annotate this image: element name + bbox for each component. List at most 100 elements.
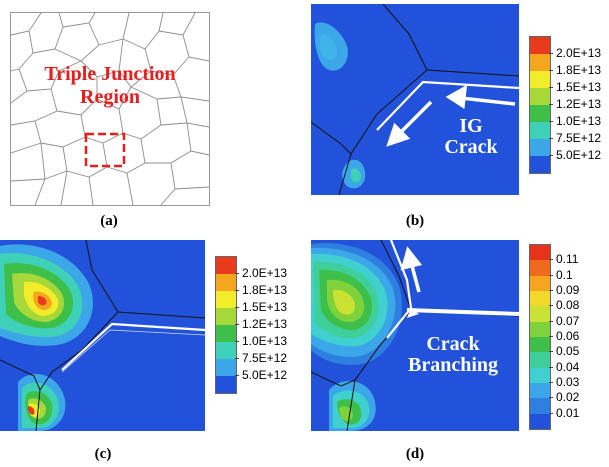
colorbar-tick bbox=[549, 320, 553, 322]
colorbar-label: 2.0E+13 bbox=[242, 266, 288, 280]
colorbar-tick bbox=[549, 259, 553, 261]
colorbar-swatch bbox=[216, 274, 236, 291]
colorbar-label: 1.0E+13 bbox=[242, 334, 288, 348]
colorbar-swatch bbox=[530, 290, 550, 307]
colorbar-swatch bbox=[216, 325, 236, 342]
panel-b-field bbox=[311, 4, 519, 195]
colorbar-label: 0.04 bbox=[556, 359, 580, 374]
colorbar-b: 2.0E+13 1.8E+13 1.5E+13 1.2E+13 1.0E+13 7.5E+… bbox=[529, 36, 609, 176]
colorbar-tick bbox=[549, 53, 553, 54]
colorbar-tick bbox=[549, 366, 553, 368]
colorbar-swatch bbox=[530, 245, 550, 261]
colorbar-d-swatches bbox=[529, 244, 551, 430]
colorbar-swatch bbox=[530, 275, 550, 291]
colorbar-swatch bbox=[530, 37, 550, 54]
colorbar-label: 0.01 bbox=[556, 405, 580, 420]
colorbar-tick bbox=[549, 382, 553, 383]
colorbar-swatch bbox=[530, 413, 550, 429]
colorbar-swatch bbox=[530, 321, 550, 337]
colorbar-swatch bbox=[530, 306, 550, 322]
ig-crack-label: IG Crack bbox=[431, 116, 511, 158]
colorbar-swatch bbox=[530, 88, 550, 105]
colorbar-label: 1.8E+13 bbox=[556, 63, 602, 77]
colorbar-swatch bbox=[530, 156, 550, 173]
colorbar-swatch bbox=[530, 336, 550, 353]
colorbar-swatch bbox=[216, 376, 236, 393]
grain-boundary-mesh bbox=[11, 13, 209, 205]
colorbar-tick bbox=[549, 104, 553, 105]
crack-branching-label: Crack Branching bbox=[389, 334, 517, 376]
colorbar-label: 1.8E+13 bbox=[242, 283, 288, 297]
caption-d: (d) bbox=[405, 446, 425, 462]
colorbar-label: 5.0E+12 bbox=[242, 368, 288, 382]
triple-junction-label: Triple Junction Region bbox=[11, 63, 209, 109]
arrow-up-icon bbox=[400, 246, 423, 293]
colorbar-tick bbox=[235, 273, 239, 274]
colorbar-swatch bbox=[530, 122, 550, 139]
panel-a-grain-structure: Triple Junction Region bbox=[10, 12, 210, 206]
panel-d-field bbox=[311, 240, 519, 431]
triple-junction-label-line2: Region bbox=[80, 86, 140, 108]
colorbar-label: 0.09 bbox=[556, 283, 580, 297]
colorbar-tick bbox=[549, 70, 553, 71]
colorbar-tick bbox=[549, 351, 553, 353]
colorbar-label: 5.0E+12 bbox=[556, 148, 602, 162]
colorbar-swatch bbox=[530, 352, 550, 368]
panel-c-field bbox=[0, 240, 205, 431]
colorbar-tick bbox=[549, 397, 553, 399]
colorbar-tick bbox=[549, 412, 553, 414]
colorbar-swatch bbox=[530, 139, 550, 156]
colorbar-tick bbox=[549, 121, 553, 122]
ig-crack-label-line2: Crack bbox=[444, 136, 498, 158]
colorbar-swatch bbox=[216, 291, 236, 308]
colorbar-swatch bbox=[216, 308, 236, 325]
colorbar-label: 2.0E+13 bbox=[556, 46, 602, 60]
colorbar-swatch bbox=[530, 105, 550, 122]
colorbar-d: 0.11 0.1 0.09 0.08 0.07 0.06 0.05 0.04 0.03 0.02 0… bbox=[529, 244, 609, 434]
caption-a: (a) bbox=[100, 213, 118, 229]
colorbar-label: 0.06 bbox=[556, 329, 580, 343]
colorbar-label: 7.5E+12 bbox=[556, 131, 602, 145]
colorbar-swatch bbox=[530, 54, 550, 71]
colorbar-label: 0.08 bbox=[556, 298, 580, 313]
colorbar-tick bbox=[549, 138, 553, 139]
colorbar-label: 0.1 bbox=[556, 267, 573, 282]
colorbar-swatch bbox=[216, 257, 236, 274]
ig-crack-label-line1: IG bbox=[459, 115, 483, 137]
colorbar-label: 0.03 bbox=[556, 375, 580, 389]
panel-b-contour-plot: IG Crack bbox=[311, 4, 519, 195]
colorbar-label: 1.2E+13 bbox=[556, 97, 602, 111]
colorbar-label: 0.05 bbox=[556, 344, 580, 359]
caption-c: (c) bbox=[94, 446, 112, 462]
colorbar-tick bbox=[235, 375, 239, 376]
colorbar-c-swatches bbox=[215, 256, 237, 394]
colorbar-label: 0.11 bbox=[556, 252, 579, 267]
colorbar-label: 1.2E+13 bbox=[242, 317, 288, 331]
arrow-icon bbox=[386, 84, 516, 147]
panel-c-contour-plot bbox=[0, 240, 205, 431]
colorbar-tick bbox=[235, 341, 239, 342]
colorbar-label: 0.07 bbox=[556, 313, 580, 328]
triple-junction-label-line1: Triple Junction bbox=[44, 63, 176, 85]
crack-branching-label-line2: Branching bbox=[407, 354, 499, 376]
colorbar-swatch bbox=[530, 71, 550, 88]
caption-b: (b) bbox=[405, 213, 425, 229]
colorbar-label: 1.5E+13 bbox=[556, 80, 602, 94]
colorbar-tick bbox=[549, 274, 553, 276]
panel-d-contour-plot: Crack Branching bbox=[311, 240, 519, 431]
colorbar-tick bbox=[549, 336, 553, 337]
colorbar-tick bbox=[235, 324, 239, 325]
colorbar-swatch bbox=[530, 382, 550, 399]
colorbar-label: 7.5E+12 bbox=[242, 351, 288, 365]
colorbar-swatch bbox=[530, 367, 550, 383]
colorbar-label: 1.5E+13 bbox=[242, 300, 288, 314]
colorbar-tick bbox=[549, 87, 553, 88]
colorbar-swatch bbox=[530, 260, 550, 276]
colorbar-swatch bbox=[216, 359, 236, 376]
triple-junction-box bbox=[84, 132, 126, 168]
colorbar-swatch bbox=[216, 342, 236, 359]
colorbar-b-swatches bbox=[529, 36, 551, 174]
colorbar-tick bbox=[235, 290, 239, 291]
colorbar-tick bbox=[235, 307, 239, 308]
colorbar-tick bbox=[549, 305, 553, 307]
